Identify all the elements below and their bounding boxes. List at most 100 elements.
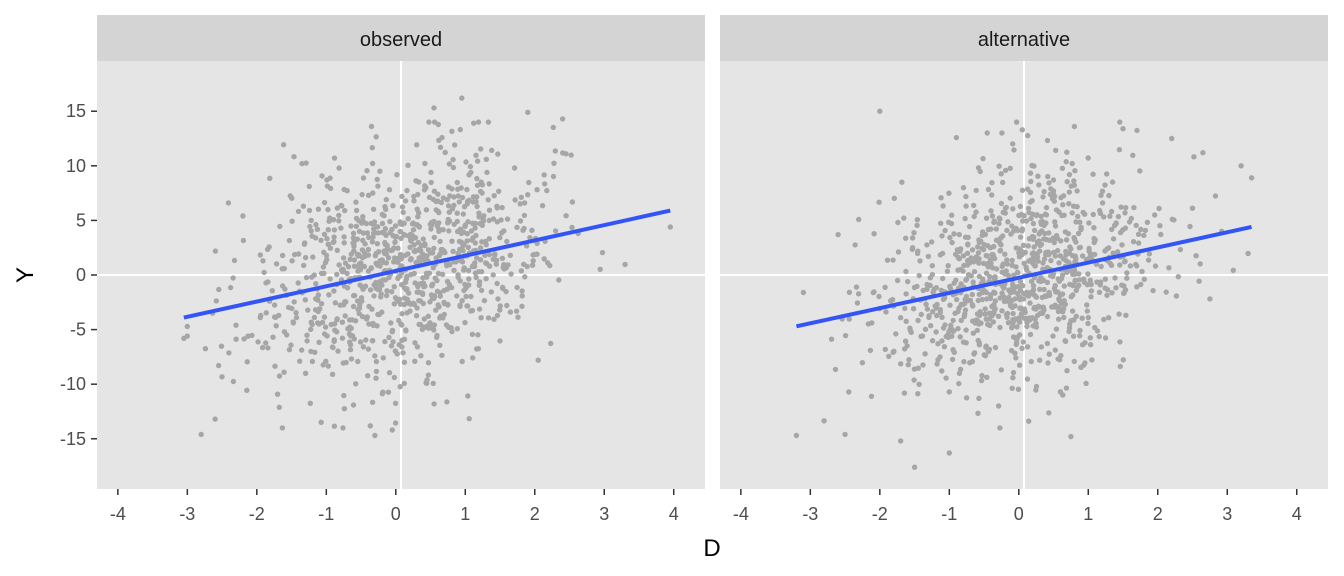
- data-point: [887, 298, 894, 304]
- data-point: [1020, 339, 1026, 345]
- data-point: [434, 277, 440, 284]
- data-point: [982, 306, 988, 312]
- data-point: [1032, 305, 1038, 311]
- data-point: [969, 291, 975, 298]
- data-point: [1065, 231, 1072, 237]
- data-point: [867, 347, 874, 354]
- data-point: [387, 218, 393, 225]
- data-point: [1122, 210, 1128, 216]
- data-point: [942, 227, 948, 234]
- data-point: [1027, 331, 1034, 338]
- data-point: [471, 263, 478, 270]
- data-point: [1013, 340, 1020, 346]
- data-point: [226, 350, 232, 356]
- data-point: [1102, 248, 1108, 254]
- data-point: [1034, 239, 1041, 245]
- data-point: [929, 239, 935, 245]
- data-point: [1014, 324, 1020, 330]
- data-point: [279, 252, 286, 259]
- data-point: [980, 276, 986, 282]
- data-point: [1011, 288, 1017, 294]
- data-point: [461, 265, 467, 271]
- data-point: [519, 303, 525, 309]
- data-point: [459, 95, 465, 101]
- data-point: [1052, 253, 1059, 259]
- data-point: [1006, 294, 1012, 301]
- data-point: [485, 119, 492, 125]
- data-point: [1171, 217, 1177, 223]
- data-point: [314, 226, 321, 232]
- data-point: [938, 195, 944, 201]
- data-point: [1061, 298, 1067, 304]
- data-point: [347, 256, 353, 262]
- data-point: [534, 187, 540, 193]
- data-point: [1135, 231, 1142, 237]
- data-point: [369, 145, 375, 151]
- data-point: [530, 252, 536, 258]
- data-point: [413, 259, 419, 266]
- data-point: [877, 108, 883, 114]
- data-point: [944, 268, 951, 274]
- data-point: [392, 239, 398, 245]
- data-point: [1053, 207, 1060, 213]
- data-point: [420, 324, 426, 330]
- data-point: [1039, 294, 1046, 301]
- data-point: [541, 256, 547, 262]
- data-point: [933, 329, 939, 335]
- data-point: [500, 284, 506, 290]
- data-point: [381, 250, 388, 256]
- data-point: [1096, 333, 1102, 340]
- data-point: [348, 223, 354, 229]
- data-point: [1102, 276, 1109, 282]
- data-point: [430, 265, 436, 271]
- data-point: [350, 230, 357, 236]
- data-point: [1028, 358, 1034, 365]
- data-point: [963, 395, 970, 401]
- data-point: [1003, 268, 1009, 274]
- data-point: [1050, 177, 1057, 183]
- data-point: [1175, 274, 1182, 280]
- data-point: [230, 275, 236, 281]
- data-point: [391, 284, 397, 290]
- data-point: [1051, 193, 1058, 199]
- data-point: [414, 206, 420, 212]
- data-point: [407, 257, 414, 263]
- data-point: [1212, 193, 1219, 199]
- data-point: [399, 344, 405, 350]
- data-point: [1007, 195, 1013, 201]
- data-point: [428, 250, 434, 256]
- data-point: [994, 266, 1000, 272]
- data-point: [374, 241, 381, 247]
- data-point: [1124, 270, 1130, 276]
- x-tick-label: -2: [249, 504, 265, 524]
- data-point: [1019, 226, 1026, 232]
- data-point: [388, 343, 395, 349]
- data-point: [1040, 194, 1046, 200]
- data-point: [939, 338, 945, 344]
- data-point: [916, 272, 922, 279]
- data-point: [1005, 320, 1012, 326]
- data-point: [991, 289, 997, 295]
- data-point: [383, 232, 389, 238]
- data-point: [384, 288, 390, 294]
- data-point: [321, 331, 328, 337]
- data-point: [476, 279, 483, 285]
- data-point: [984, 253, 990, 259]
- data-point: [1010, 206, 1016, 212]
- data-point: [1018, 311, 1025, 317]
- data-point: [481, 297, 488, 304]
- data-point: [322, 259, 329, 266]
- data-point: [1050, 235, 1056, 241]
- data-point: [364, 168, 370, 174]
- data-point: [1130, 152, 1136, 158]
- data-point: [355, 306, 361, 313]
- data-point: [542, 181, 548, 187]
- data-point: [341, 406, 348, 412]
- data-point: [467, 163, 474, 170]
- data-point: [367, 287, 374, 293]
- data-point: [1136, 240, 1142, 246]
- data-point: [504, 238, 510, 245]
- data-point: [398, 235, 404, 242]
- data-point: [475, 119, 482, 125]
- data-point: [493, 261, 499, 267]
